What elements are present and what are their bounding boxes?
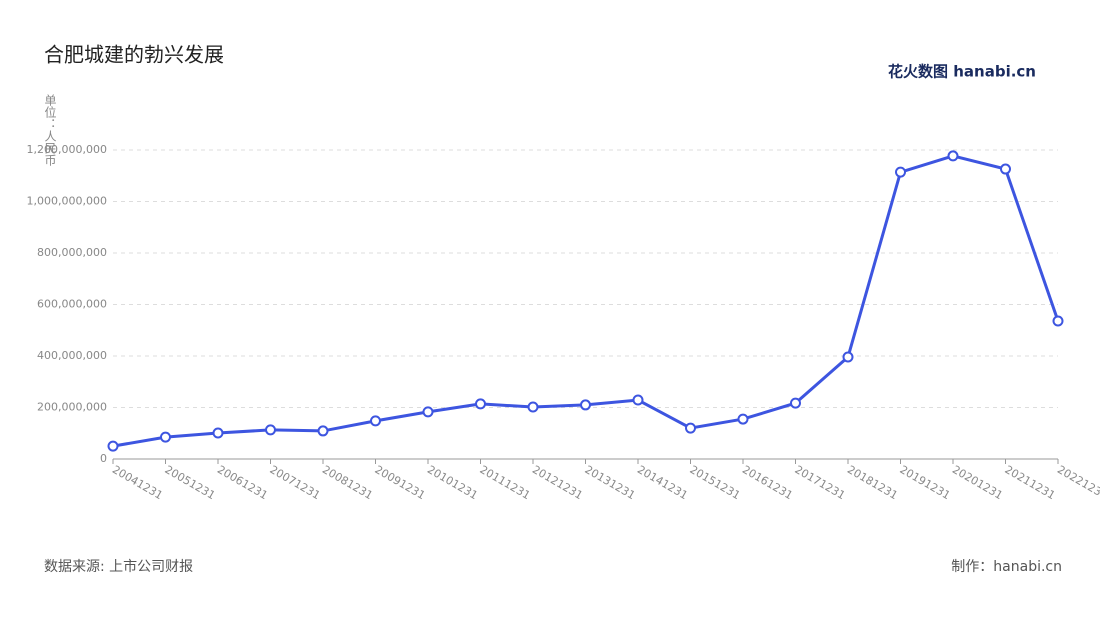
y-tick-label: 600,000,000 — [37, 298, 107, 311]
x-tick-label: 20181231 — [845, 463, 900, 502]
point — [685, 422, 696, 434]
y-tick-label: 400,000,000 — [37, 349, 107, 362]
y-tick-label: 200,000,000 — [37, 401, 107, 414]
y-tick-label: 1,200,000,000 — [27, 143, 107, 156]
point — [842, 351, 854, 363]
point — [370, 415, 381, 427]
x-tick-label: 20091231 — [373, 463, 428, 502]
point — [947, 150, 959, 162]
y-axis-label: 单位：人民币 — [43, 94, 57, 166]
x-tick-label: 20201231 — [950, 463, 1005, 502]
x-tick-label: 20101231 — [425, 463, 480, 502]
x-tick-label: 20191231 — [898, 463, 953, 502]
y-tick-label: 1,000,000,000 — [27, 195, 107, 208]
point — [265, 424, 276, 436]
credit: 制作：hanabi.cn — [951, 559, 1062, 575]
point — [107, 440, 119, 452]
x-tick-label: 20081231 — [320, 463, 375, 502]
point — [527, 401, 539, 413]
point — [422, 406, 434, 418]
point — [1000, 163, 1011, 175]
x-tick-label: 20171231 — [793, 463, 848, 502]
x-tick-label: 20221231 — [1055, 463, 1100, 502]
source: 数据来源: 上市公司财报 — [44, 558, 193, 575]
x-tick-label: 20161231 — [740, 463, 795, 502]
x-tick-label: 20141231 — [635, 463, 690, 502]
point — [790, 397, 801, 409]
point — [1052, 315, 1064, 327]
x-tick-label: 20111231 — [478, 463, 533, 502]
chart-title: 合肥城建的勃兴发展 — [44, 43, 224, 67]
point — [580, 399, 591, 411]
y-tick-label: 800,000,000 — [37, 246, 107, 259]
x-tick-label: 20071231 — [268, 463, 323, 502]
x-tick-label: 20131231 — [583, 463, 638, 502]
x-tick-label: 20041231 — [110, 463, 165, 502]
x-tick-label: 20051231 — [163, 463, 218, 502]
point — [475, 398, 486, 410]
x-tick-label: 20151231 — [688, 463, 743, 502]
x-tick-label: 20061231 — [215, 463, 270, 502]
logo: 花火数图 hanabi.cn — [888, 63, 1036, 81]
point — [212, 427, 224, 439]
point — [895, 166, 906, 178]
x-tick-label: 20121231 — [530, 463, 585, 502]
point — [632, 394, 644, 406]
point — [160, 431, 171, 443]
point — [737, 413, 749, 425]
point — [317, 425, 329, 437]
x-tick-label: 20211231 — [1003, 463, 1058, 502]
y-tick-label: 0 — [100, 452, 107, 465]
